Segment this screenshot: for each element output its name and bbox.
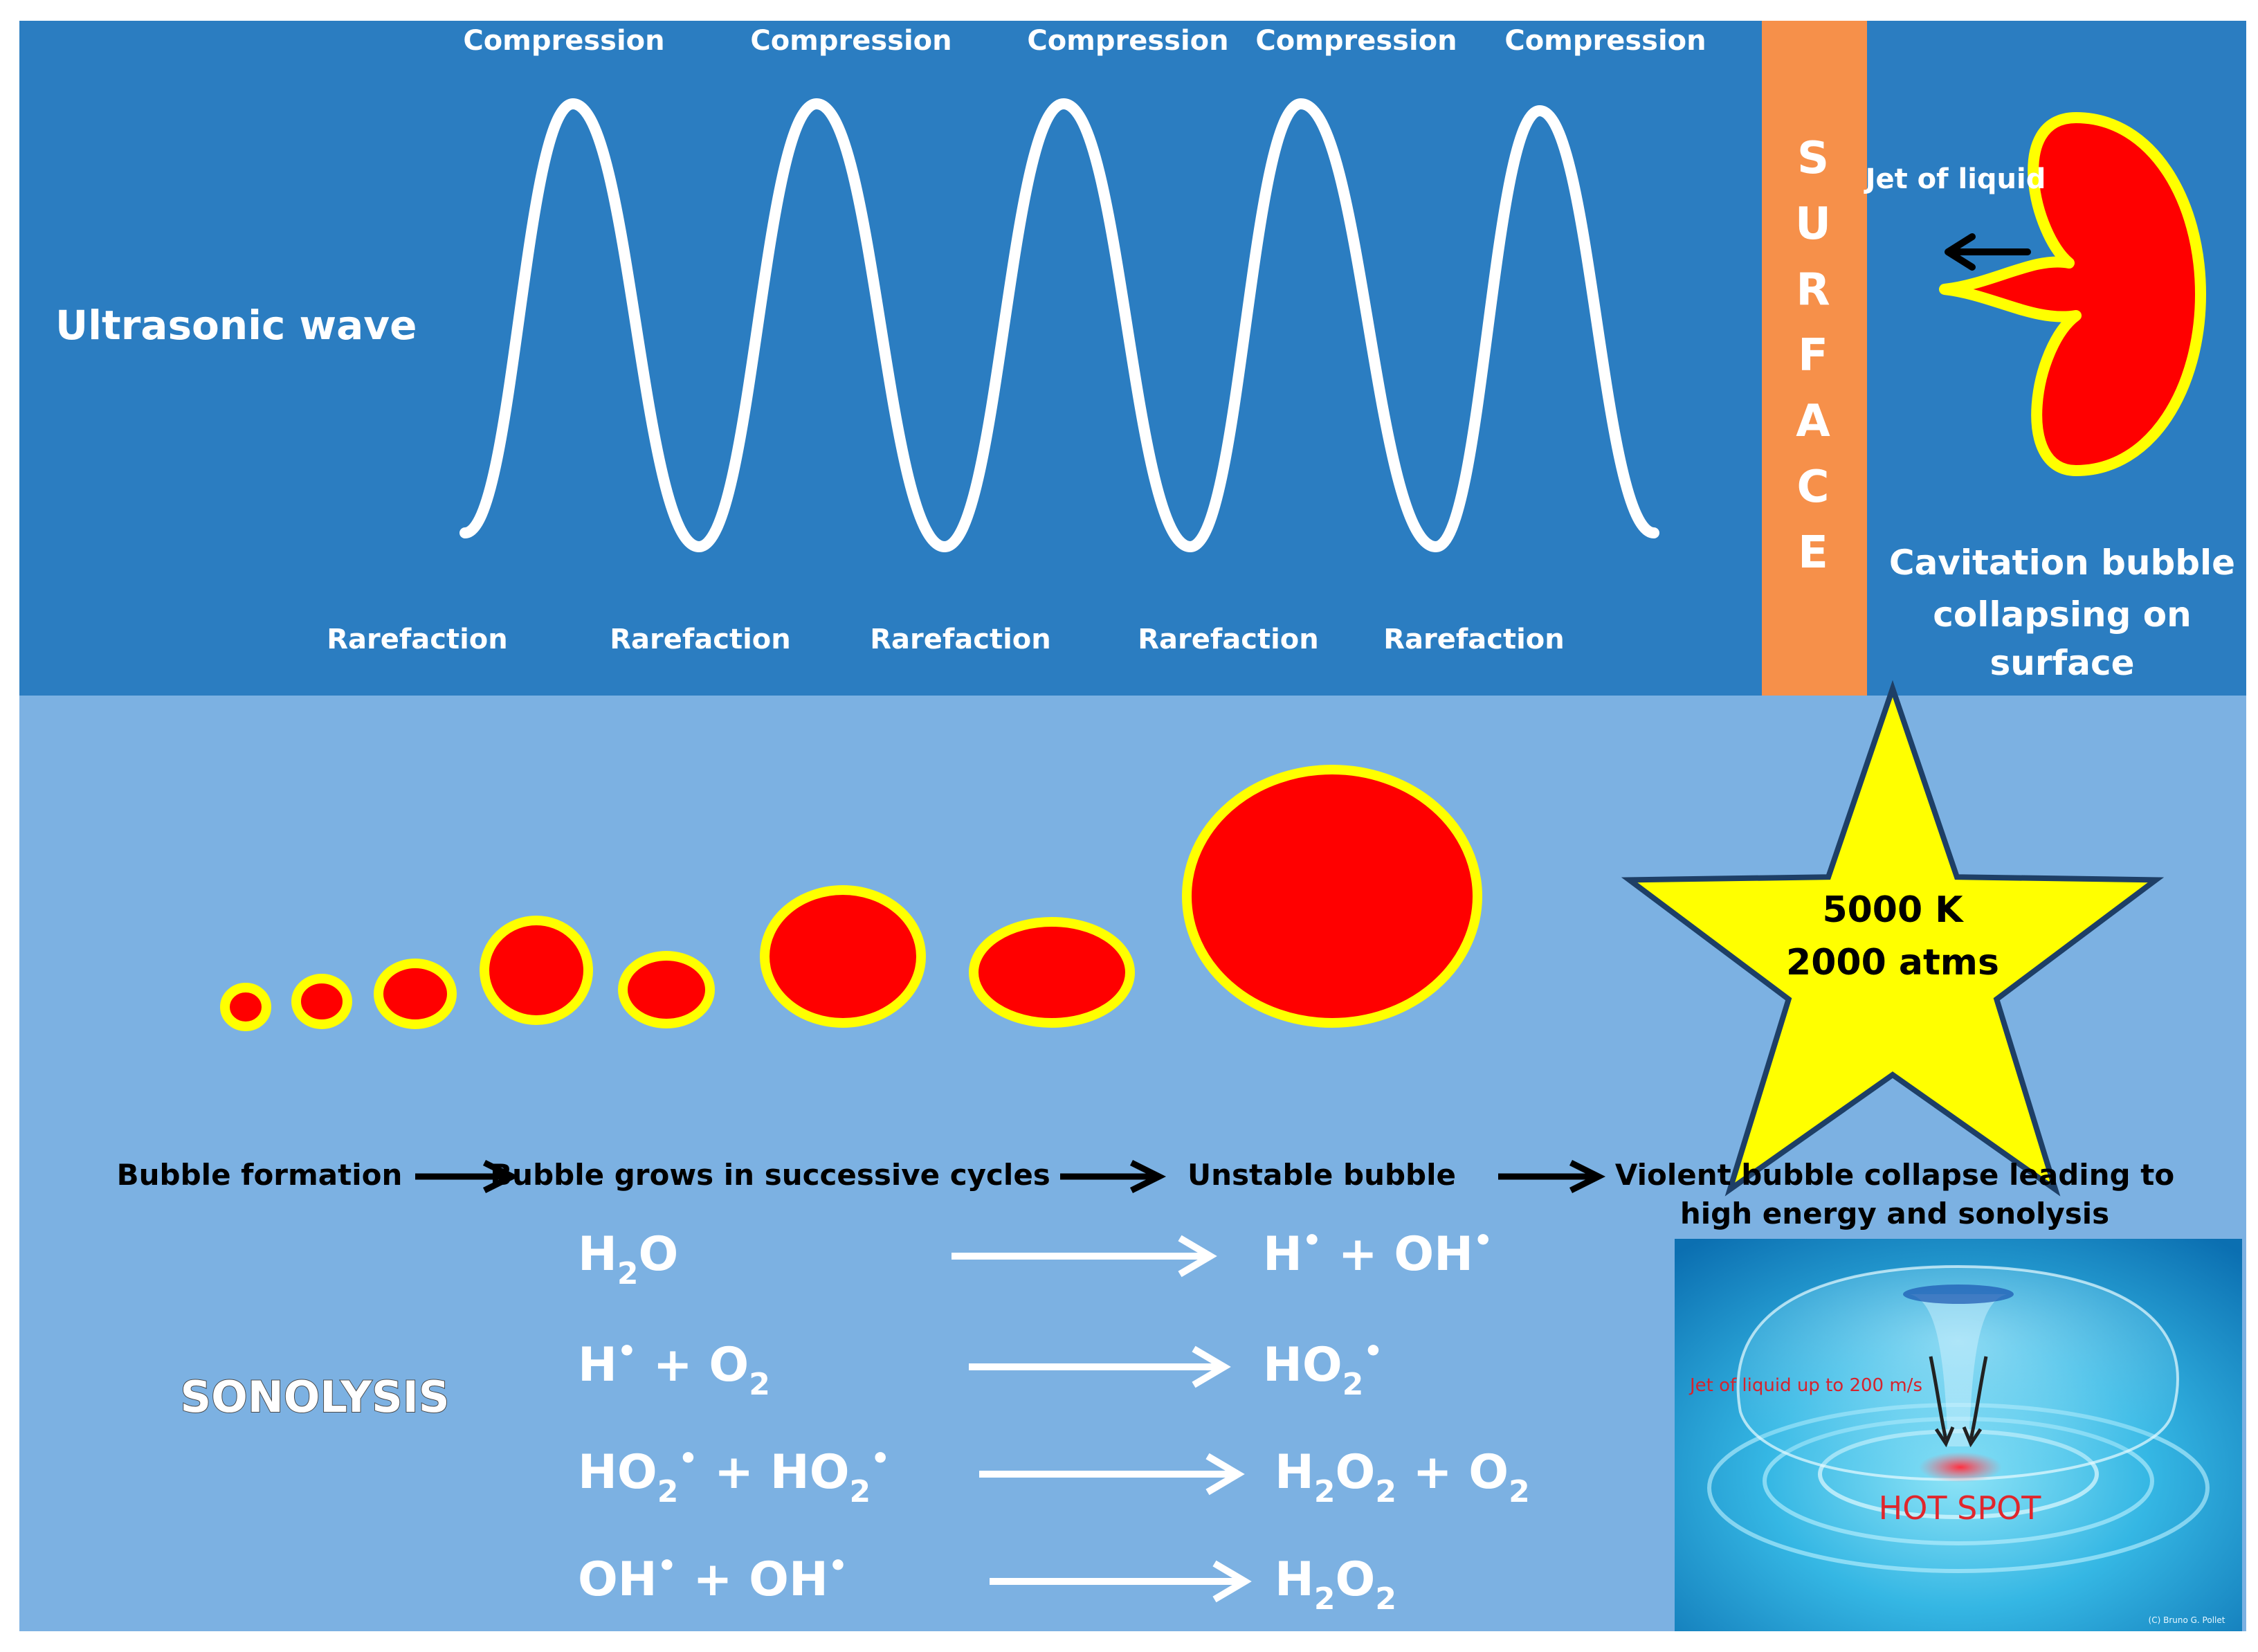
bubble bbox=[220, 983, 271, 1031]
surface-letter: S bbox=[1797, 133, 1829, 184]
collapsing-bubble: Jet of liquid Cavitation bubble collapsi… bbox=[1864, 112, 2235, 683]
inset-credit: (C) Bruno G. Pollet bbox=[2149, 1615, 2225, 1625]
jet-arrow bbox=[1945, 233, 2031, 271]
bubble-growth-sequence bbox=[220, 765, 1482, 1031]
ultrasonic-wave-label: Ultrasonic wave bbox=[55, 302, 417, 349]
reaction-arrow-head bbox=[1212, 1560, 1252, 1603]
collapse-star bbox=[1621, 680, 2165, 1197]
reaction-reactants: H• + O2 bbox=[578, 1334, 770, 1402]
compression-label: Compression bbox=[1504, 25, 1706, 57]
stage-violent-collapse: Violent bubble collapse leading to bbox=[1615, 1158, 2174, 1192]
bubble bbox=[969, 917, 1135, 1028]
reaction-products: H2O2 bbox=[1275, 1552, 1396, 1617]
reaction-products: H• + OH• bbox=[1263, 1223, 1493, 1282]
compression-label: Compression bbox=[463, 25, 664, 57]
stage-arrow-head bbox=[1569, 1159, 1606, 1194]
jet-arrow-left bbox=[1929, 1356, 1948, 1440]
surface-letter: E bbox=[1798, 527, 1828, 579]
rarefaction-label: Rarefaction bbox=[327, 624, 508, 655]
hot-spot-glow bbox=[1919, 1452, 2002, 1482]
reaction-arrow-head bbox=[1192, 1345, 1231, 1388]
bubble bbox=[480, 916, 593, 1025]
sonolysis-reactions: H2O H• + OH• H• + O2 HO2• HO2• + HO2• H2O2 + … bbox=[578, 1223, 1530, 1617]
inset-jet-label: Jet of liquid up to 200 m/s bbox=[1688, 1375, 1922, 1396]
sonolysis-title: SONOLYSIS bbox=[180, 1372, 449, 1422]
star-temperature: 5000 K bbox=[1822, 889, 1964, 931]
reaction-arrow-head bbox=[1178, 1235, 1217, 1278]
reaction-products: HO2• bbox=[1263, 1334, 1383, 1402]
jet-arrow-right bbox=[1969, 1356, 1988, 1440]
rarefaction-label: Rarefaction bbox=[1383, 624, 1565, 655]
reaction-reactants: OH• + OH• bbox=[578, 1548, 848, 1607]
rarefaction-label: Rarefaction bbox=[870, 624, 1051, 655]
cavitation-caption: collapsing on bbox=[1933, 594, 2191, 635]
surface-label: S U R F A C E bbox=[1795, 133, 1831, 579]
bubble bbox=[374, 959, 457, 1029]
hot-spot-inset: Jet of liquid up to 200 m/s HOT SPOT (C)… bbox=[1675, 1239, 2242, 1631]
jet-arrow-right-head bbox=[1962, 1426, 1983, 1448]
jet-arrow-left-head bbox=[1934, 1426, 1955, 1448]
bubble-unstable bbox=[1182, 765, 1482, 1028]
collapsing-bubble-shape bbox=[1939, 112, 2206, 476]
surface-letter: R bbox=[1796, 264, 1830, 316]
dome-top-dip bbox=[1903, 1285, 2014, 1304]
reaction-products: H2O2 + O2 bbox=[1275, 1445, 1530, 1509]
rarefaction-label: Rarefaction bbox=[1138, 624, 1319, 655]
stage-bubble-formation: Bubble formation bbox=[117, 1158, 403, 1192]
jet-of-liquid-label: Jet of liquid bbox=[1864, 163, 2046, 195]
rarefaction-label: Rarefaction bbox=[610, 624, 791, 655]
surface-letter: C bbox=[1797, 462, 1830, 513]
bubble bbox=[291, 974, 352, 1029]
reaction-reactants: H2O bbox=[578, 1227, 678, 1291]
surface-letter: F bbox=[1798, 330, 1828, 381]
bubble bbox=[618, 951, 715, 1028]
stage-unstable-bubble: Unstable bubble bbox=[1187, 1158, 1456, 1192]
compression-labels: Compression Compression Compression Comp… bbox=[463, 25, 1706, 57]
star-pressure: 2000 atms bbox=[1786, 942, 1999, 983]
rarefaction-labels: Rarefaction Rarefaction Rarefaction Rare… bbox=[327, 624, 1565, 655]
hot-spot-label: HOT SPOT bbox=[1879, 1489, 2042, 1527]
compression-label: Compression bbox=[1255, 25, 1457, 57]
stage-arrow-head bbox=[1129, 1159, 1167, 1194]
cavitation-caption: Cavitation bubble bbox=[1889, 543, 2235, 583]
reaction-arrow-head bbox=[1205, 1453, 1245, 1496]
cavitation-dome bbox=[1736, 1264, 2179, 1481]
surface-letter: A bbox=[1796, 396, 1830, 447]
stage-arrow-head bbox=[482, 1159, 520, 1194]
jet-funnel bbox=[1910, 1294, 2007, 1446]
stage-violent-collapse: high energy and sonolysis bbox=[1680, 1197, 2109, 1231]
compression-label: Compression bbox=[750, 25, 952, 57]
bubble bbox=[760, 885, 926, 1028]
surface-letter: U bbox=[1795, 199, 1831, 250]
reaction-reactants: HO2• + HO2• bbox=[578, 1441, 890, 1509]
cavitation-caption: surface bbox=[1990, 643, 2134, 683]
ultrasonic-wave-curve bbox=[459, 98, 1659, 552]
stage-bubble-growth: Bubble grows in successive cycles bbox=[490, 1158, 1050, 1192]
surface-bar bbox=[1762, 21, 1867, 696]
compression-label: Compression bbox=[1027, 25, 1228, 57]
